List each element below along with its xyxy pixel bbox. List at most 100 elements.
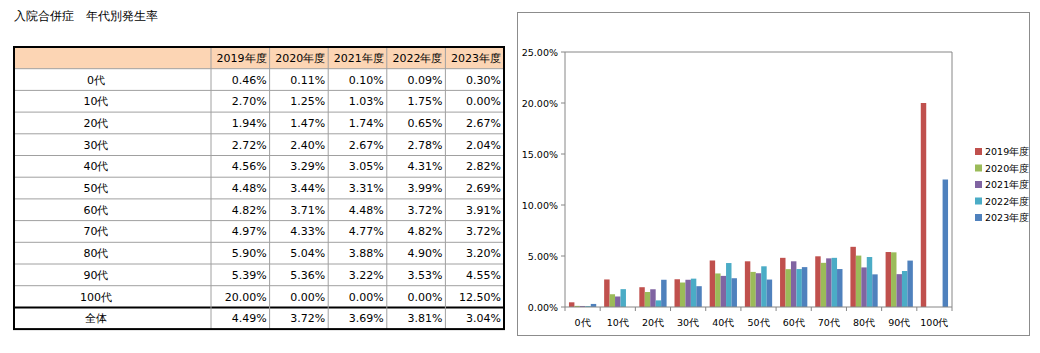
bar — [786, 269, 791, 307]
cell: 1.03% — [349, 95, 384, 108]
x-tick-label: 70代 — [818, 317, 840, 328]
cell: 0.00% — [407, 291, 442, 304]
y-tick — [561, 52, 565, 53]
cell: 3.72% — [290, 312, 325, 325]
bar — [569, 302, 574, 307]
bar — [850, 247, 855, 307]
cell: 0.00% — [466, 95, 501, 108]
legend-swatch — [975, 181, 982, 188]
cell: 0.00% — [290, 291, 325, 304]
x-tick — [776, 307, 777, 311]
x-tick — [635, 307, 636, 311]
col-line — [211, 47, 212, 329]
col-line — [386, 47, 387, 329]
cell: 3.53% — [407, 269, 442, 282]
bar — [615, 296, 620, 307]
row-line — [14, 285, 504, 286]
y-tick — [561, 205, 565, 206]
x-tick — [811, 307, 812, 311]
header-bg — [14, 47, 504, 69]
x-tick — [565, 307, 566, 311]
row-line — [14, 133, 504, 134]
cell: 5.90% — [232, 247, 267, 260]
cell: 12.50% — [459, 291, 501, 304]
bar — [767, 280, 772, 307]
cell: 3.71% — [290, 204, 325, 217]
bar — [837, 269, 842, 307]
bar — [620, 289, 625, 307]
legend: 2019年度2020年度2021年度2022年度2023年度 — [975, 146, 1029, 223]
cell: 0.65% — [407, 117, 442, 130]
plot-border — [565, 52, 952, 53]
y-tick-label: 10.00% — [522, 200, 558, 211]
legend-swatch — [975, 214, 982, 221]
bar — [610, 294, 615, 307]
bar — [656, 300, 661, 307]
cell: 3.72% — [407, 204, 442, 217]
bar — [886, 252, 891, 307]
x-tick-label: 80代 — [853, 317, 875, 328]
page: 入院合併症 年代別発生率 2019年度2020年度2021年度2022年度2023… — [0, 0, 1040, 353]
bar — [726, 263, 731, 307]
cell: 4.31% — [407, 160, 442, 173]
column-header: 2019年度 — [217, 52, 267, 65]
cell: 5.04% — [290, 247, 325, 260]
bar — [650, 289, 655, 307]
bar — [691, 279, 696, 307]
x-tick-label: 0代 — [575, 317, 591, 328]
y-tick-label: 25.00% — [522, 47, 558, 58]
cell: 2.72% — [232, 139, 267, 152]
bar — [872, 274, 877, 307]
x-tick — [740, 307, 741, 311]
bar — [680, 283, 685, 307]
row-line — [14, 90, 504, 91]
row-line — [14, 242, 504, 243]
cell: 4.97% — [232, 225, 267, 238]
bar — [661, 280, 666, 307]
cell: 3.04% — [466, 312, 501, 325]
y-tick-label: 5.00% — [528, 251, 558, 262]
cell: 3.69% — [349, 312, 384, 325]
chart: 0.00%5.00%10.00%15.00%20.00%25.00%0代10代2… — [518, 13, 1030, 336]
row-line — [14, 306, 504, 308]
x-tick — [881, 307, 882, 311]
bar — [710, 260, 715, 307]
col-line — [269, 47, 270, 329]
cell: 4.48% — [232, 182, 267, 195]
x-tick-label: 50代 — [747, 317, 769, 328]
bar — [675, 279, 680, 307]
cell: 3.22% — [349, 269, 384, 282]
bar — [815, 256, 820, 307]
y-tick-label: 15.00% — [522, 149, 558, 160]
cell: 3.91% — [466, 204, 501, 217]
legend-label: 2023年度 — [985, 212, 1029, 223]
bar — [645, 292, 650, 307]
bars — [569, 103, 948, 307]
bar — [780, 258, 785, 307]
row-label: 60代 — [84, 204, 109, 217]
x-tick-label: 20代 — [642, 317, 664, 328]
cell: 4.48% — [349, 204, 384, 217]
cell: 3.88% — [349, 247, 384, 260]
column-header: 2023年度 — [451, 52, 501, 65]
bar — [907, 261, 912, 307]
cell: 3.05% — [349, 160, 384, 173]
cell: 3.29% — [290, 160, 325, 173]
cell: 3.99% — [407, 182, 442, 195]
row-label: 30代 — [84, 139, 109, 152]
title: 入院合併症 年代別発生率 — [14, 9, 158, 23]
cell: 2.82% — [466, 160, 501, 173]
cell: 4.49% — [232, 312, 267, 325]
cell: 0.11% — [290, 74, 325, 87]
x-tick-label: 90代 — [888, 317, 910, 328]
cell: 4.56% — [232, 160, 267, 173]
cell: 2.40% — [290, 139, 325, 152]
row-label: 50代 — [84, 182, 109, 195]
bar — [832, 258, 837, 307]
cell: 2.78% — [407, 139, 442, 152]
bar — [821, 263, 826, 307]
cell: 3.31% — [349, 182, 384, 195]
bar — [715, 273, 720, 307]
bar — [861, 267, 866, 307]
table-border — [14, 47, 504, 329]
